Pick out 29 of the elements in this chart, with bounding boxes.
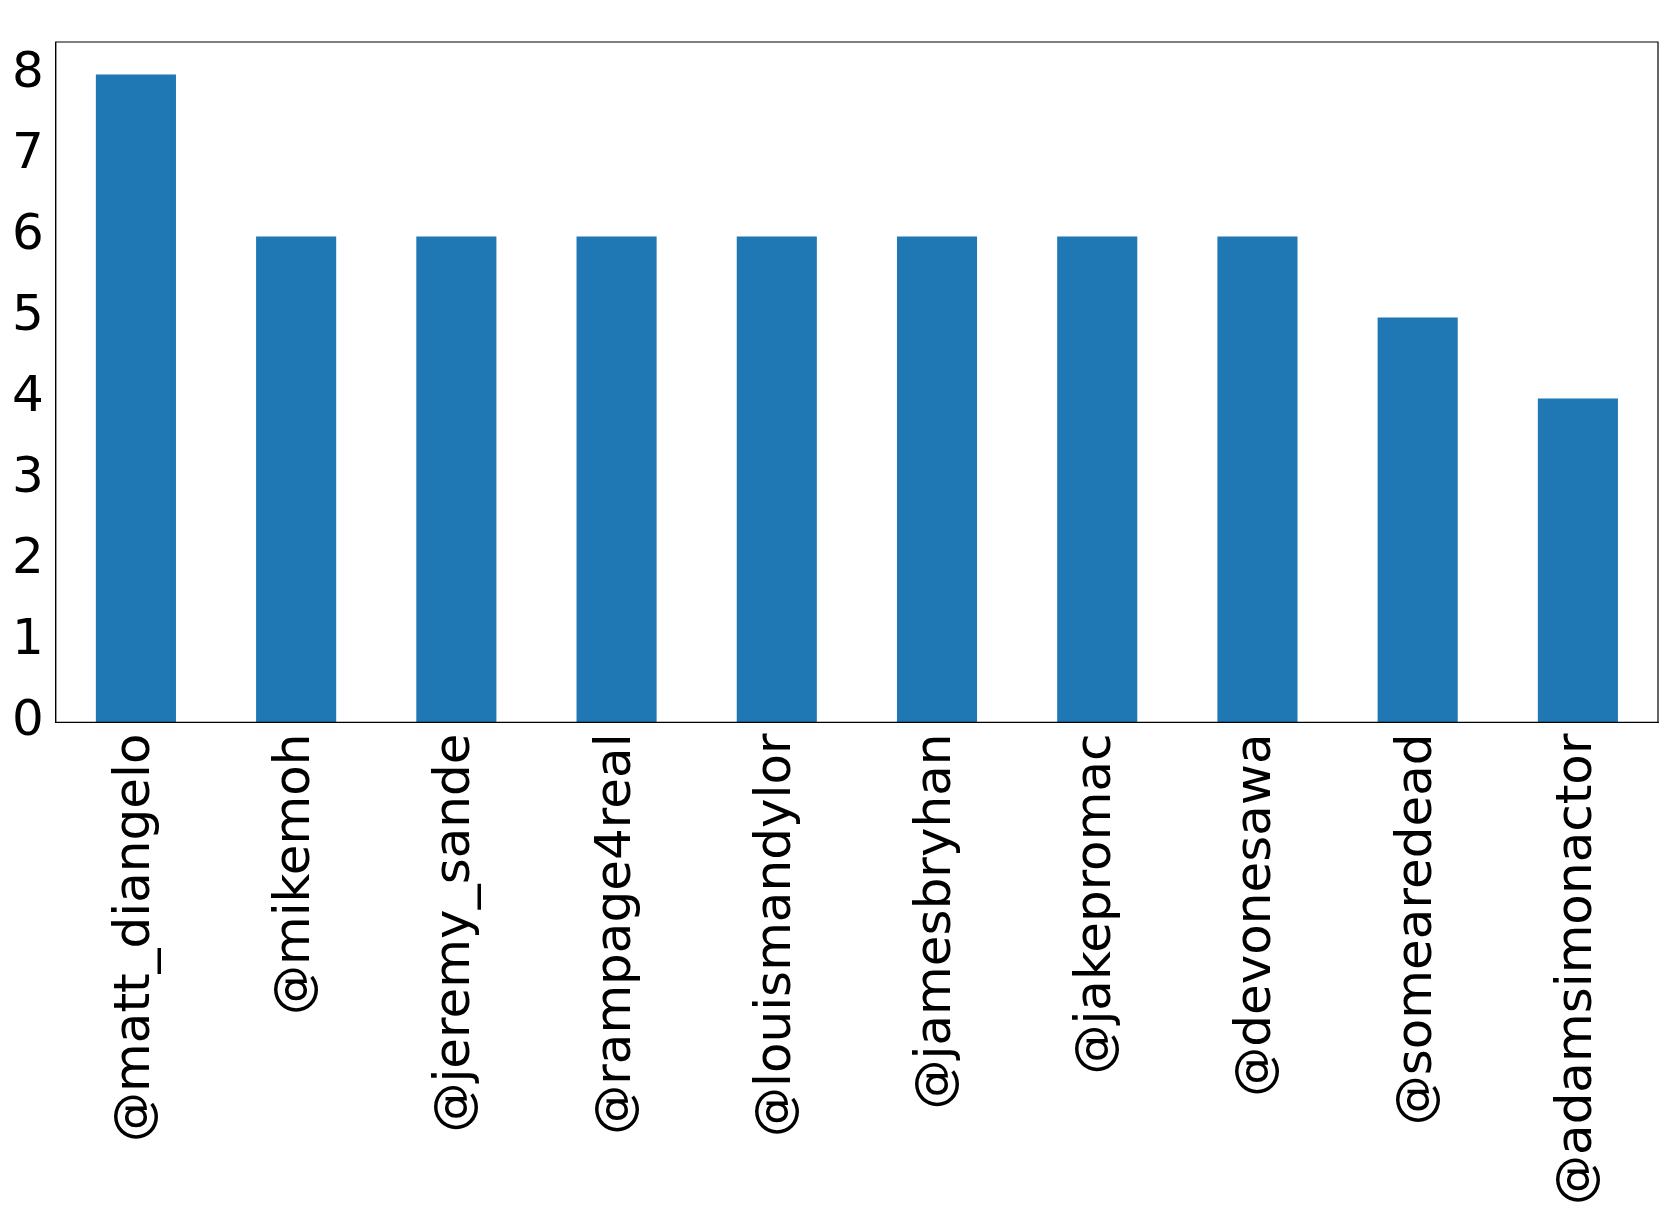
x-tick-label: @matt_diangelo [102, 733, 161, 1142]
bar [896, 236, 978, 723]
bar [256, 236, 337, 723]
y-tick-label: 8 [12, 41, 44, 100]
bar [576, 236, 657, 723]
bar [736, 236, 817, 723]
bar [1217, 236, 1298, 723]
y-tick-label: 0 [12, 689, 44, 748]
x-tick-label: @jeremy_sande [423, 733, 482, 1133]
bar [1057, 236, 1138, 723]
y-tick-label: 5 [12, 284, 44, 343]
bar [1377, 317, 1458, 723]
x-tick-label: @rampage4real [583, 733, 642, 1135]
y-tick-label: 3 [12, 446, 44, 505]
bar [416, 236, 497, 723]
x-tick-label: @devonesawa [1224, 733, 1283, 1097]
y-tick-label: 4 [12, 365, 44, 424]
x-tick-label: @jamesbryhan [904, 733, 962, 1110]
x-tick-label: @somearedead [1384, 733, 1443, 1126]
bar [1537, 398, 1618, 723]
x-tick-label: @jakepromac [1064, 733, 1123, 1075]
bar [95, 74, 176, 723]
y-tick-label: 7 [12, 122, 44, 181]
y-tick-label: 6 [12, 203, 44, 262]
y-tick-label: 1 [12, 608, 44, 667]
x-tick-label: @mikemoh [263, 733, 322, 1015]
y-tick-label: 2 [12, 527, 44, 586]
x-tick-label: @louismandylor [743, 733, 802, 1137]
x-tick-label: @adamsimonactor [1544, 733, 1603, 1206]
